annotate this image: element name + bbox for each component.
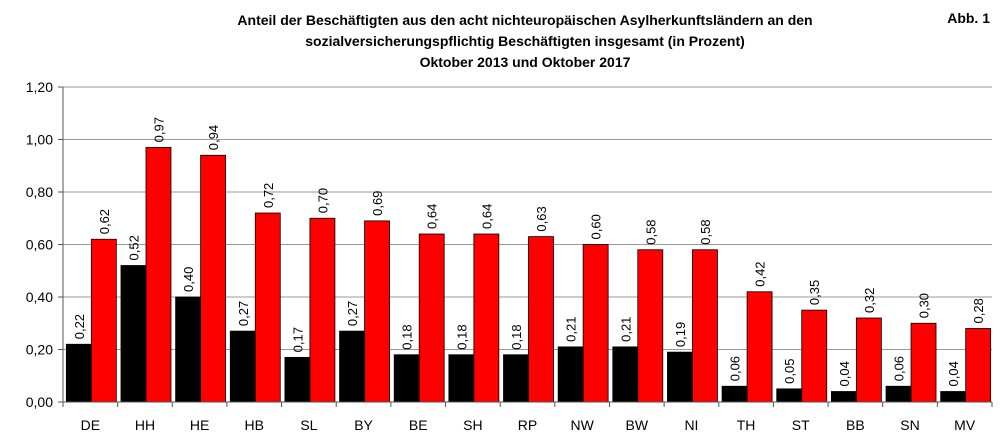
figure-label: Abb. 1 — [947, 10, 990, 26]
x-tick-label: DE — [81, 417, 100, 433]
bar-series-1 — [557, 346, 584, 403]
chart-title-line-1: Anteil der Beschäftigten aus den acht ni… — [237, 12, 813, 28]
data-label-series-1: 0,05 — [782, 359, 797, 384]
bar-series-1 — [393, 354, 420, 403]
y-tick-label: 0,20 — [26, 342, 53, 358]
data-label-series-2: 0,97 — [151, 117, 166, 142]
data-label-series-1: 0,27 — [236, 301, 251, 326]
bar-series-2 — [746, 291, 773, 403]
x-tick-label: BY — [354, 417, 373, 433]
bar-series-2 — [855, 317, 882, 403]
data-label-series-1: 0,21 — [618, 317, 633, 342]
bar-series-1 — [830, 391, 857, 403]
data-label-series-1: 0,06 — [892, 356, 907, 381]
data-label-series-1: 0,04 — [837, 361, 852, 386]
data-label-series-1: 0,18 — [400, 324, 415, 349]
data-label-series-2: 0,64 — [425, 204, 440, 229]
bar-series-2 — [90, 238, 117, 403]
data-label-series-1: 0,17 — [290, 327, 305, 352]
data-label-series-1: 0,04 — [946, 361, 961, 386]
bar-series-1 — [776, 388, 803, 403]
data-label-series-1: 0,19 — [673, 322, 688, 347]
x-tick-label: ST — [792, 417, 810, 433]
chart-title-line-3: Oktober 2013 und Oktober 2017 — [419, 54, 631, 70]
x-tick-label: SH — [463, 417, 482, 433]
data-label-series-2: 0,63 — [534, 206, 549, 231]
x-tick-label: TH — [737, 417, 756, 433]
y-tick-label: 0,00 — [26, 394, 53, 410]
bar-series-1 — [339, 330, 365, 403]
bar-series-2 — [528, 236, 554, 403]
x-tick-label: HH — [135, 417, 155, 433]
data-label-series-2: 0,30 — [917, 293, 932, 318]
y-tick-label: 0,80 — [26, 184, 53, 200]
x-tick-label: NI — [684, 417, 698, 433]
bar-series-2 — [965, 328, 992, 403]
bar-series-2 — [309, 217, 336, 403]
bar-series-2 — [801, 309, 828, 403]
data-label-series-1: 0,18 — [454, 324, 469, 349]
data-label-series-1: 0,27 — [345, 301, 360, 326]
data-label-series-2: 0,72 — [261, 183, 276, 208]
bar-series-2 — [418, 233, 445, 403]
x-tick-label: HE — [190, 417, 209, 433]
data-label-series-1: 0,22 — [72, 314, 87, 339]
bar-series-2 — [254, 212, 281, 403]
x-tick-label: NW — [570, 417, 594, 433]
data-label-series-2: 0,70 — [315, 188, 330, 213]
data-label-series-2: 0,62 — [97, 209, 112, 234]
y-tick-label: 0,60 — [26, 237, 53, 253]
bar-series-1 — [229, 330, 256, 403]
data-label-series-2: 0,58 — [643, 219, 658, 244]
data-label-series-2: 0,42 — [753, 261, 768, 286]
bar-series-1 — [667, 351, 693, 403]
x-tick-label: SL — [300, 417, 317, 433]
data-label-series-2: 0,58 — [698, 219, 713, 244]
y-tick-label: 0,40 — [26, 289, 53, 305]
bar-series-2 — [637, 249, 664, 403]
bar-series-2 — [692, 249, 718, 403]
data-label-series-2: 0,28 — [971, 298, 986, 323]
bar-series-2 — [582, 244, 609, 403]
bar-series-2 — [200, 154, 227, 403]
data-label-series-1: 0,18 — [509, 324, 524, 349]
bar-series-1 — [175, 296, 202, 403]
bar-series-2 — [910, 322, 937, 403]
data-label-series-2: 0,64 — [479, 204, 494, 229]
bar-series-1 — [284, 356, 311, 403]
bar-series-1 — [940, 391, 967, 403]
y-tick-label: 1,00 — [26, 132, 53, 148]
chart-title: Anteil der Beschäftigten aus den acht ni… — [160, 10, 890, 73]
bar-series-1 — [612, 346, 639, 403]
x-tick-label: SN — [900, 417, 919, 433]
data-label-series-1: 0,06 — [728, 356, 743, 381]
data-label-series-1: 0,52 — [126, 235, 141, 260]
x-tick-label: BB — [846, 417, 865, 433]
bar-series-2 — [473, 233, 500, 403]
y-tick-label: 1,20 — [26, 79, 53, 95]
data-label-series-2: 0,35 — [807, 280, 822, 305]
bar-series-1 — [448, 354, 475, 403]
bar-series-2 — [364, 220, 390, 403]
data-label-series-1: 0,21 — [564, 317, 579, 342]
x-tick-label: BW — [626, 417, 649, 433]
bar-series-1 — [885, 385, 912, 403]
x-tick-label: BE — [409, 417, 428, 433]
data-label-series-2: 0,32 — [862, 288, 877, 313]
bar-series-1 — [721, 385, 748, 403]
x-tick-label: HB — [245, 417, 264, 433]
chart-title-line-2: sozialversicherungspflichtig Beschäftigt… — [305, 33, 745, 49]
data-label-series-2: 0,69 — [370, 191, 385, 216]
x-tick-label: RP — [518, 417, 537, 433]
data-label-series-2: 0,60 — [589, 214, 604, 239]
data-label-series-1: 0,40 — [181, 267, 196, 292]
bar-series-1 — [65, 343, 92, 403]
bar-series-2 — [145, 146, 172, 403]
x-tick-label: MV — [954, 417, 976, 433]
bar-series-1 — [120, 265, 147, 403]
bar-series-1 — [503, 354, 529, 403]
data-label-series-2: 0,94 — [206, 125, 221, 150]
